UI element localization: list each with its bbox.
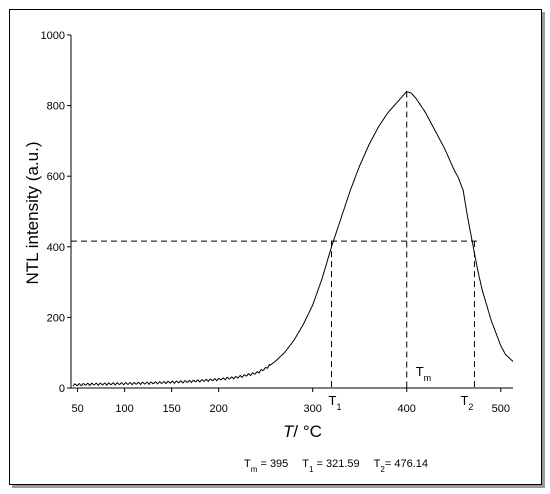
x-tick-label: 500 (492, 403, 510, 415)
y-tick-label: 200 (47, 312, 65, 324)
marker-label-t1: T1 (328, 393, 341, 412)
x-tick-label: 200 (209, 403, 227, 415)
x-tick-label: 100 (115, 403, 133, 415)
x-tick-label: 300 (304, 403, 322, 415)
ntl-curve (72, 90, 514, 387)
y-tick-label: 1000 (41, 30, 65, 42)
x-tick-label: 150 (162, 403, 180, 415)
x-axis-label: T/ °C (283, 422, 322, 441)
y-tick-label: 0 (59, 383, 65, 395)
x-tick-label: 50 (71, 403, 83, 415)
marker-label-tm: Tm (416, 364, 431, 383)
footer-values: Tm = 395 T1 = 321.59 T2= 476.14 (244, 458, 428, 474)
y-axis-label: NTL intensity (a.u.) (23, 142, 42, 285)
y-tick-label: 600 (47, 171, 65, 183)
x-tick-label: 400 (398, 403, 416, 415)
y-tick-label: 400 (47, 242, 65, 254)
marker-label-t2: T2 (460, 393, 473, 412)
chart-frame (9, 9, 542, 485)
y-tick-label: 800 (47, 101, 65, 113)
